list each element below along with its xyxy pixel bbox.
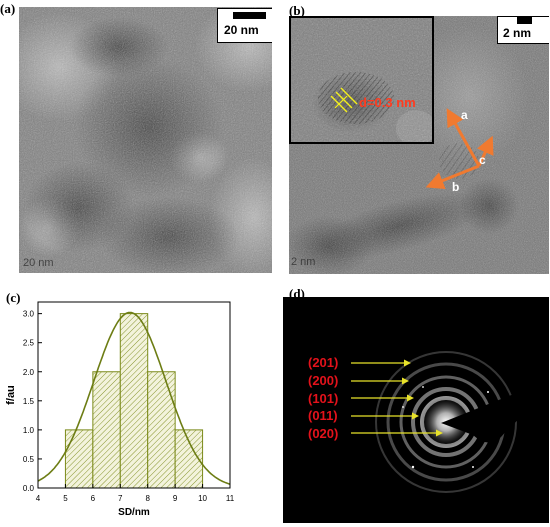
scale-label-b: 2 nm — [503, 26, 532, 40]
scale-bar-b — [517, 17, 532, 24]
arrow-a — [446, 108, 481, 167]
gaussian-fit-curve — [37, 311, 231, 485]
inset-texture — [291, 18, 432, 142]
y-tick-label-3.0: 3.0 — [23, 310, 35, 319]
histogram-bar-4 — [147, 371, 176, 489]
y-tick-label-1.5: 1.5 — [23, 397, 35, 406]
plane-arrows — [351, 359, 443, 437]
x-tick-label-10: 10 — [198, 494, 207, 503]
histogram-bar-1 — [64, 429, 94, 489]
orientation-arrows — [425, 108, 494, 190]
panel-b-label: (b) — [289, 3, 305, 18]
x-tick-label-8: 8 — [145, 494, 150, 503]
y-tick-label-0.5: 0.5 — [23, 455, 35, 464]
plane-arrow-head-3 — [407, 394, 414, 402]
hrtem-inset: d=0.3 nm — [289, 16, 434, 144]
saed-pattern-panel-d: (201) (200) (101) (011) (020) — [283, 297, 549, 523]
scale-label-a: 20 nm — [224, 23, 259, 37]
y-tick-label-2.5: 2.5 — [23, 339, 35, 348]
plane-arrow-head-1 — [404, 359, 411, 367]
plane-label-201: (201) — [308, 355, 339, 370]
arrow-label-c: c — [479, 153, 486, 167]
plane-label-011: (011) — [308, 408, 338, 423]
lattice-marker-line-3 — [340, 87, 358, 105]
plane-label-101: (101) — [308, 391, 339, 406]
x-tick-label-11: 11 — [226, 494, 235, 503]
y-tick-label-0.0: 0.0 — [23, 484, 35, 493]
arrow-b — [425, 164, 480, 190]
saed-rings — [283, 297, 549, 523]
tem-image-panel-a: 20 nm 20 nm — [19, 7, 272, 273]
panel-a-label: (a) — [0, 1, 16, 16]
x-tick-label-9: 9 — [173, 494, 178, 503]
y-tick-label-2.0: 2.0 — [23, 368, 35, 377]
plane-arrow-head-4 — [412, 412, 419, 420]
histogram-bar-2 — [92, 371, 121, 489]
tem-image-panel-b: d=0.3 nm 2 nm 2 nm a b c — [289, 16, 549, 274]
x-tick-label-7: 7 — [118, 494, 123, 503]
arrow-c — [477, 135, 494, 167]
beam-stop — [441, 380, 549, 443]
tem-texture-a — [19, 7, 272, 273]
plane-label-200: (200) — [308, 373, 339, 388]
x-axis-label: SD/nm — [118, 507, 150, 518]
lattice-marker-cross — [334, 95, 348, 109]
arrow-label-a: a — [461, 108, 468, 122]
plot-frame — [37, 301, 231, 489]
scale-bar-a — [233, 12, 266, 19]
y-tick-label-1.0: 1.0 — [23, 426, 35, 435]
faint-scale-label-b: 2 nm — [291, 256, 316, 268]
x-tick-label-4: 4 — [36, 494, 41, 503]
histogram-bar-3 — [119, 313, 149, 489]
y-axis-label: f/au — [5, 385, 17, 405]
plane-label-020: (020) — [308, 426, 339, 441]
histogram-chart: 4 5 6 7 8 9 10 11 0.0 0.5 1.0 1.5 2.0 2.5 3.0 SD/nm f/au — [5, 301, 235, 518]
faint-scale-label-a: 20 nm — [23, 257, 54, 269]
plane-arrow-head-2 — [402, 377, 409, 385]
arrow-label-b: b — [452, 180, 460, 194]
diffraction-ring-1 — [375, 351, 517, 493]
x-tick-label-5: 5 — [63, 494, 68, 503]
plane-arrow-head-5 — [436, 429, 443, 437]
x-tick-label-6: 6 — [91, 494, 96, 503]
panel-c-label: (c) — [6, 290, 21, 305]
lattice-marker-line-2 — [335, 91, 353, 109]
d-spacing-label: d=0.3 nm — [359, 95, 416, 110]
